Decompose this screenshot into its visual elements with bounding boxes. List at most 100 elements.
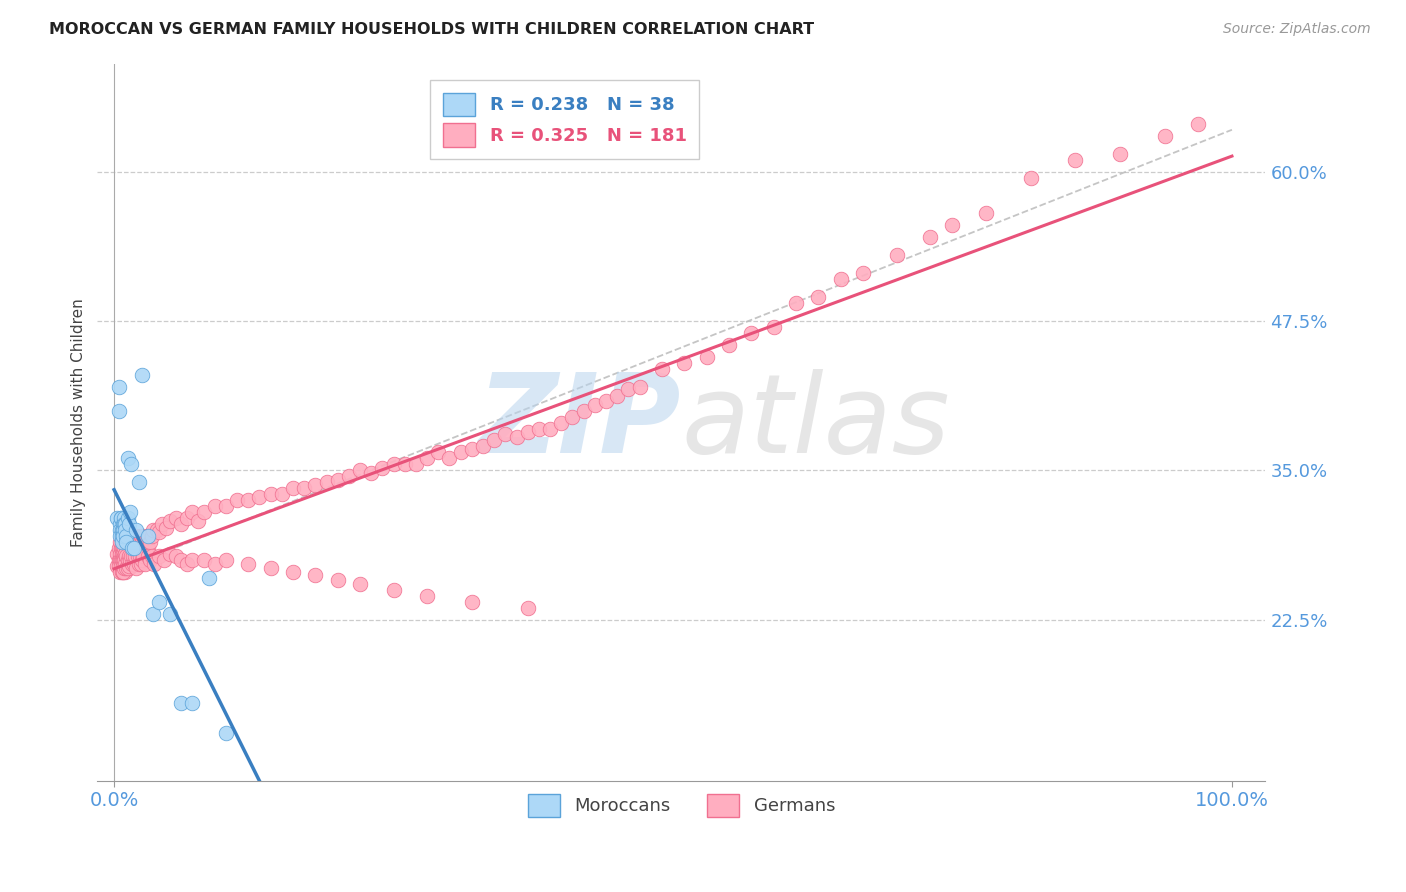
- Point: [121, 553, 143, 567]
- Point: [852, 266, 875, 280]
- Point: [117, 549, 139, 564]
- Point: [181, 553, 204, 567]
- Point: [176, 557, 198, 571]
- Point: [170, 696, 193, 710]
- Point: [920, 230, 942, 244]
- Point: [304, 477, 326, 491]
- Point: [107, 558, 129, 573]
- Point: [142, 607, 165, 621]
- Point: [974, 206, 997, 220]
- Point: [136, 541, 159, 555]
- Point: [127, 549, 149, 564]
- Point: [128, 541, 150, 555]
- Point: [1019, 170, 1042, 185]
- Point: [107, 541, 129, 555]
- Point: [122, 535, 145, 549]
- Point: [259, 561, 281, 575]
- Point: [606, 389, 628, 403]
- Point: [159, 607, 181, 621]
- Point: [516, 600, 538, 615]
- Point: [118, 517, 141, 532]
- Point: [1154, 128, 1177, 143]
- Point: [114, 565, 136, 579]
- Point: [155, 521, 177, 535]
- Point: [1064, 153, 1087, 167]
- Point: [112, 511, 135, 525]
- Point: [115, 535, 138, 549]
- Point: [696, 350, 718, 364]
- Point: [124, 549, 146, 564]
- Point: [129, 557, 152, 571]
- Point: [117, 451, 139, 466]
- Point: [461, 442, 484, 456]
- Point: [740, 326, 762, 340]
- Point: [128, 557, 150, 571]
- Point: [337, 469, 360, 483]
- Point: [830, 272, 852, 286]
- Point: [170, 517, 193, 532]
- Point: [112, 558, 135, 573]
- Point: [187, 514, 209, 528]
- Point: [394, 458, 416, 472]
- Point: [110, 541, 132, 555]
- Point: [115, 553, 138, 567]
- Point: [131, 535, 153, 549]
- Point: [181, 505, 204, 519]
- Point: [150, 517, 173, 532]
- Point: [118, 561, 141, 575]
- Point: [281, 481, 304, 495]
- Point: [349, 577, 371, 591]
- Point: [111, 553, 134, 567]
- Point: [112, 558, 135, 573]
- Point: [142, 523, 165, 537]
- Point: [117, 511, 139, 525]
- Text: Source: ZipAtlas.com: Source: ZipAtlas.com: [1223, 22, 1371, 37]
- Text: MOROCCAN VS GERMAN FAMILY HOUSEHOLDS WITH CHILDREN CORRELATION CHART: MOROCCAN VS GERMAN FAMILY HOUSEHOLDS WIT…: [49, 22, 814, 37]
- Point: [112, 553, 135, 567]
- Point: [538, 421, 561, 435]
- Point: [107, 553, 129, 567]
- Point: [628, 379, 651, 393]
- Point: [122, 535, 145, 549]
- Point: [114, 547, 136, 561]
- Point: [112, 565, 135, 579]
- Point: [134, 535, 156, 549]
- Point: [326, 574, 349, 588]
- Point: [651, 361, 673, 376]
- Point: [121, 557, 143, 571]
- Point: [717, 338, 740, 352]
- Point: [118, 505, 141, 519]
- Point: [136, 549, 159, 564]
- Point: [118, 558, 141, 573]
- Point: [110, 511, 132, 525]
- Y-axis label: Family Households with Children: Family Households with Children: [72, 298, 86, 547]
- Point: [107, 379, 129, 393]
- Point: [112, 541, 135, 555]
- Point: [121, 541, 143, 555]
- Point: [382, 582, 405, 597]
- Point: [108, 529, 131, 543]
- Point: [120, 458, 142, 472]
- Point: [595, 394, 617, 409]
- Point: [292, 481, 315, 495]
- Point: [304, 568, 326, 582]
- Point: [134, 557, 156, 571]
- Point: [112, 529, 135, 543]
- Point: [139, 553, 162, 567]
- Point: [472, 439, 495, 453]
- Point: [117, 553, 139, 567]
- Point: [1109, 146, 1132, 161]
- Point: [125, 561, 148, 575]
- Point: [108, 517, 131, 532]
- Point: [131, 553, 153, 567]
- Point: [148, 549, 170, 564]
- Point: [439, 451, 461, 466]
- Point: [159, 547, 181, 561]
- Point: [259, 487, 281, 501]
- Point: [108, 547, 131, 561]
- Point: [107, 403, 129, 417]
- Point: [181, 696, 204, 710]
- Point: [114, 517, 136, 532]
- Point: [494, 427, 516, 442]
- Point: [114, 537, 136, 551]
